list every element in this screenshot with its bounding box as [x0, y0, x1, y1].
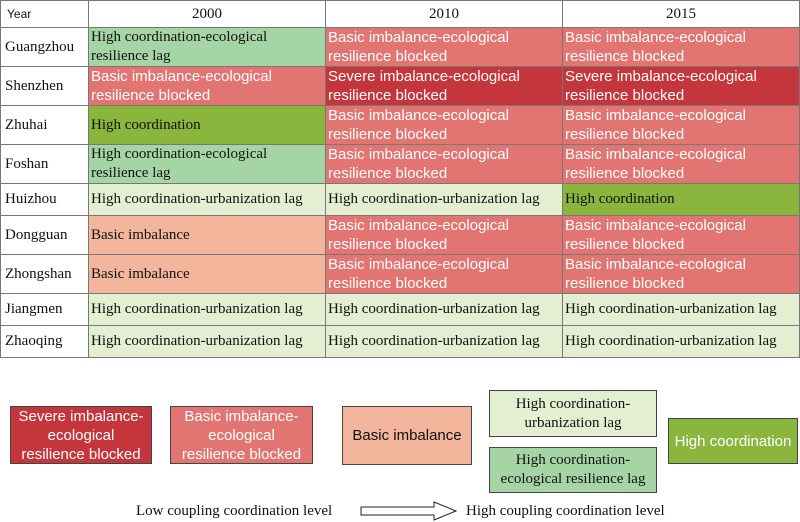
- status-cell: Basic imbalance-ecological resilience bl…: [562, 144, 800, 184]
- status-cell: Basic imbalance-ecological resilience bl…: [562, 27, 800, 67]
- table-row: Guangzhou High coordination-ecological re…: [0, 27, 800, 67]
- table-row: Zhaoqing High coordination-urbanization l…: [0, 325, 800, 358]
- legend-high-coordination: High coordination: [668, 418, 798, 464]
- city-name: Jiangmen: [0, 293, 89, 326]
- status-cell: High coordination-urbanization lag: [562, 293, 800, 326]
- status-cell: Basic imbalance-ecological resilience bl…: [88, 66, 326, 106]
- status-cell: High coordination-urbanization lag: [325, 183, 563, 216]
- city-name: Dongguan: [0, 215, 89, 255]
- status-cell: Severe imbalance-ecological resilience b…: [325, 66, 563, 106]
- status-cell: High coordination: [88, 105, 326, 145]
- table-row: Foshan High coordination-ecological resil…: [0, 144, 800, 184]
- year-2010-header: 2010: [325, 0, 563, 28]
- legend-ecological-lag: High coordination-ecological resilience …: [489, 447, 657, 493]
- status-cell: Basic imbalance-ecological resilience bl…: [562, 215, 800, 255]
- status-cell: High coordination-urbanization lag: [88, 293, 326, 326]
- high-level-label: High coupling coordination level: [466, 503, 665, 519]
- status-cell: Basic imbalance-ecological resilience bl…: [325, 254, 563, 294]
- coordination-scale: Low coupling coordination level High cou…: [0, 500, 800, 522]
- status-cell: High coordination: [562, 183, 800, 216]
- status-cell: Basic imbalance-ecological resilience bl…: [325, 105, 563, 145]
- status-cell: Basic imbalance-ecological resilience bl…: [325, 27, 563, 67]
- city-name: Huizhou: [0, 183, 89, 216]
- status-cell: High coordination-urbanization lag: [325, 325, 563, 358]
- table-row: Zhuhai High coordination Basic imbalance-e…: [0, 105, 800, 145]
- low-level-label: Low coupling coordination level: [136, 503, 333, 519]
- city-name: Zhaoqing: [0, 325, 89, 358]
- legend-urbanization-lag: High coordination-urbanization lag: [489, 390, 657, 437]
- status-cell: High coordination-ecological resilience …: [88, 27, 326, 67]
- table-row: Jiangmen High coordination-urbanization l…: [0, 293, 800, 326]
- status-cell: High coordination-urbanization lag: [325, 293, 563, 326]
- status-cell: Basic imbalance: [88, 215, 326, 255]
- legend-basic-imbalance: Basic imbalance: [342, 406, 472, 465]
- status-cell: Basic imbalance-ecological resilience bl…: [562, 105, 800, 145]
- status-cell: Basic imbalance: [88, 254, 326, 294]
- year-header: Year: [0, 0, 89, 28]
- status-cell: High coordination-urbanization lag: [562, 325, 800, 358]
- table-row: Shenzhen Basic imbalance-ecological resil…: [0, 66, 800, 106]
- city-name: Foshan: [0, 144, 89, 184]
- year-2000-header: 2000: [88, 0, 326, 28]
- header-row: Year 2000 2010 2015: [0, 0, 800, 28]
- city-name: Zhongshan: [0, 254, 89, 294]
- city-name: Zhuhai: [0, 105, 89, 145]
- status-cell: Basic imbalance-ecological resilience bl…: [325, 215, 563, 255]
- coordination-table: Year 2000 2010 2015 Guangzhou High coordi…: [0, 0, 800, 358]
- arrow-right-icon: [360, 501, 458, 521]
- legend-severe-imbalance: Severe imbalance-ecological resilience b…: [10, 406, 152, 464]
- status-cell: High coordination-urbanization lag: [88, 183, 326, 216]
- city-name: Shenzhen: [0, 66, 89, 106]
- table-row: Zhongshan Basic imbalance Basic imbalance-…: [0, 254, 800, 294]
- year-2015-header: 2015: [562, 0, 800, 28]
- status-cell: Basic imbalance-ecological resilience bl…: [325, 144, 563, 184]
- table-row: Huizhou High coordination-urbanization la…: [0, 183, 800, 216]
- status-cell: Basic imbalance-ecological resilience bl…: [562, 254, 800, 294]
- legend-basic-imbalance-blocked: Basic imbalance-ecological resilience bl…: [170, 406, 313, 464]
- status-cell: High coordination-ecological resilience …: [88, 144, 326, 184]
- status-cell: High coordination-urbanization lag: [88, 325, 326, 358]
- city-name: Guangzhou: [0, 27, 89, 67]
- status-cell: Severe imbalance-ecological resilience b…: [562, 66, 800, 106]
- table-row: Dongguan Basic imbalance Basic imbalance-e…: [0, 215, 800, 255]
